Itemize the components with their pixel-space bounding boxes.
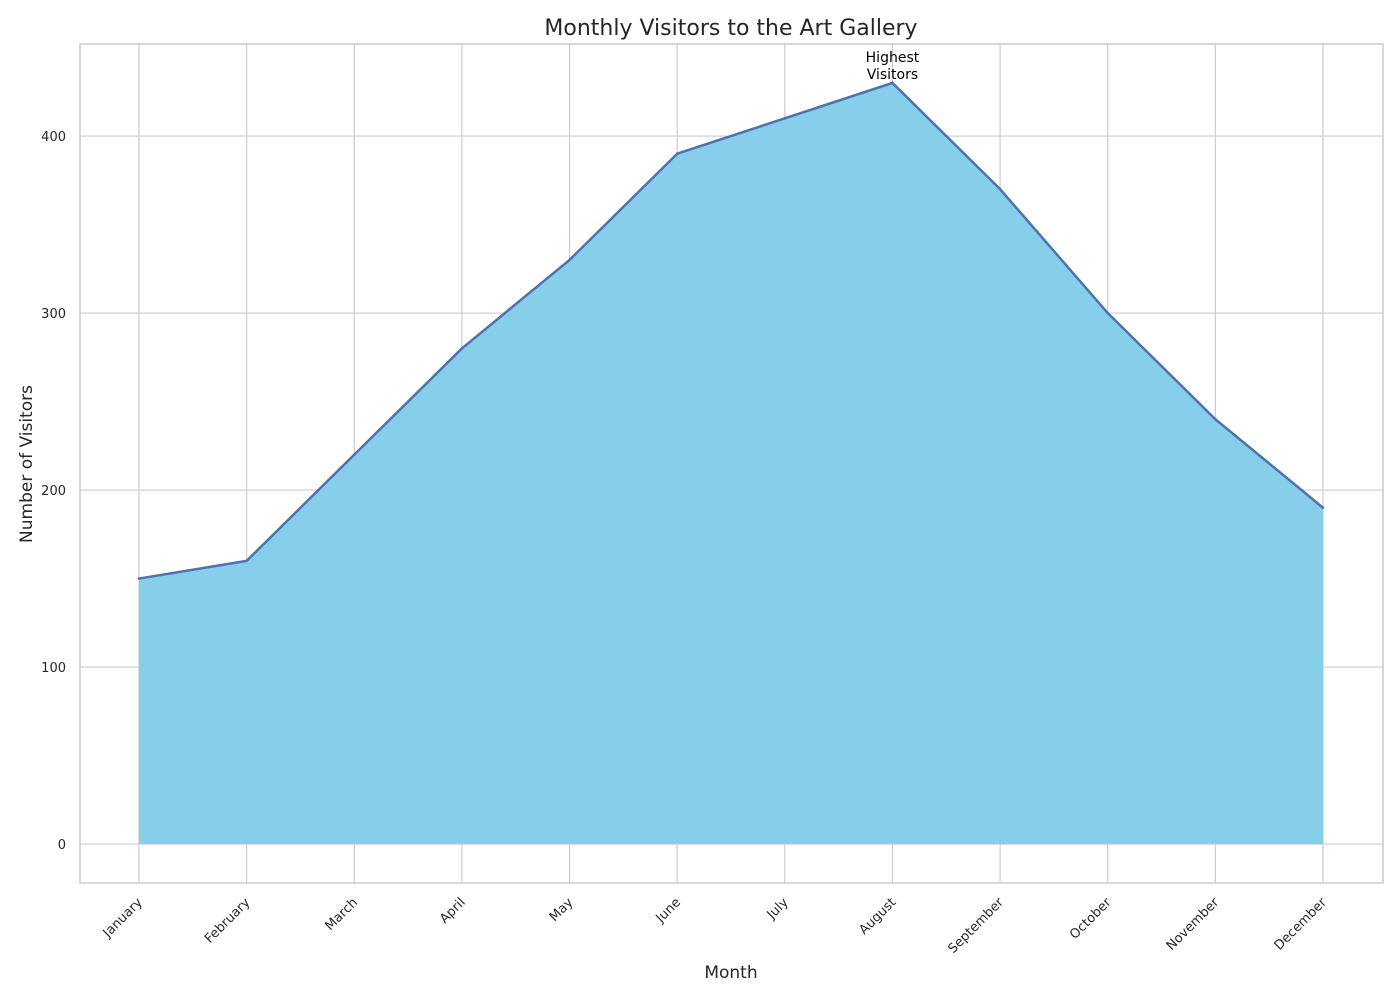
area-fill — [139, 82, 1323, 845]
y-tick-label: 200 — [41, 484, 66, 499]
series-line-segment — [783, 81, 894, 120]
data-point — [353, 453, 356, 456]
x-tick-label: February — [202, 895, 254, 947]
y-tick-label: 100 — [41, 661, 66, 676]
series-line-segment — [1106, 311, 1217, 421]
data-point — [1106, 311, 1109, 315]
series-line-segment — [460, 258, 571, 350]
x-tick-label: April — [437, 895, 469, 927]
series-line-segment — [137, 559, 248, 580]
series-line-segment — [353, 347, 464, 456]
data-point — [675, 152, 679, 155]
data-point — [137, 577, 141, 580]
x-tick-label: November — [1164, 895, 1223, 954]
y-tick-label: 400 — [41, 130, 66, 145]
peak-annotation: Highest Visitors — [866, 50, 920, 83]
x-tick-label: January — [100, 895, 146, 941]
series-line-segment — [245, 453, 356, 563]
x-tick-label: August — [857, 895, 900, 938]
data-point — [783, 117, 787, 120]
x-axis-label: Month — [704, 963, 757, 983]
series-line-segment — [891, 81, 1002, 191]
data-point — [891, 81, 894, 85]
y-tick-label: 300 — [41, 307, 66, 322]
series-line-segment — [675, 117, 787, 155]
y-tick-label: 0 — [58, 838, 66, 853]
x-tick-label: September — [946, 895, 1008, 957]
x-tick-label: May — [547, 895, 577, 925]
data-point — [568, 258, 571, 262]
x-tick-label: December — [1272, 895, 1331, 954]
peak-annotation-line: Highest — [866, 50, 920, 66]
data-point — [245, 559, 248, 563]
data-point — [998, 187, 1002, 191]
plot-area — [79, 43, 1384, 884]
peak-annotation-line: Visitors — [867, 67, 918, 83]
x-tick-label: June — [653, 895, 684, 926]
chart-title: Monthly Visitors to the Art Gallery — [544, 16, 917, 41]
series-line-segment — [568, 152, 679, 262]
data-point — [1214, 418, 1217, 421]
y-axis-label: Number of Visitors — [17, 385, 37, 543]
plot-frame — [79, 43, 1384, 884]
x-tick-label: October — [1067, 895, 1115, 943]
x-tick-label: March — [322, 895, 361, 934]
data-point — [1321, 506, 1325, 509]
series-line-segment — [998, 187, 1109, 315]
x-tick-label: July — [764, 895, 792, 923]
data-point — [460, 347, 464, 350]
series-line-segment — [1214, 417, 1325, 510]
